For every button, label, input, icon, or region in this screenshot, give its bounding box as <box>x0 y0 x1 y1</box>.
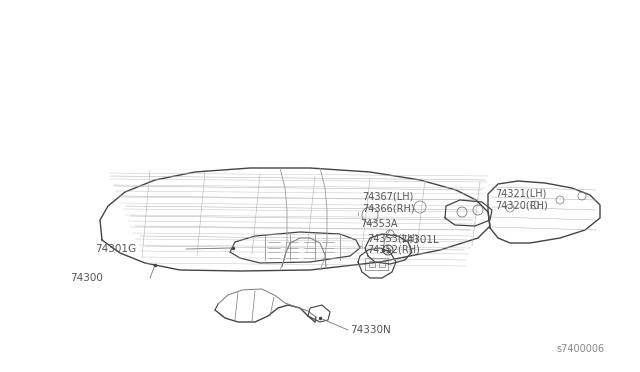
Text: 74330N: 74330N <box>350 325 391 335</box>
Text: 74353(LH): 74353(LH) <box>367 233 419 243</box>
Text: s7400006: s7400006 <box>557 344 605 354</box>
Text: 74353A: 74353A <box>360 219 397 229</box>
Text: 74320(RH): 74320(RH) <box>495 200 548 210</box>
Text: 74366(RH): 74366(RH) <box>362 203 415 213</box>
Bar <box>379 261 385 267</box>
Text: 74367(LH): 74367(LH) <box>362 191 413 201</box>
Text: 74301G: 74301G <box>95 244 136 254</box>
Text: 74300: 74300 <box>70 273 103 283</box>
Text: 74352(RH): 74352(RH) <box>367 245 420 255</box>
Text: 74301L: 74301L <box>400 235 439 245</box>
Bar <box>369 261 375 267</box>
Text: 74321(LH): 74321(LH) <box>495 188 547 198</box>
